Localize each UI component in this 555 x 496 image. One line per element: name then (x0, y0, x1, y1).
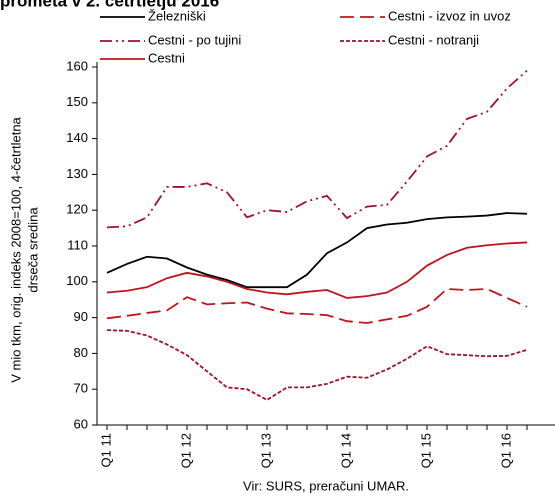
x-tick-label: Q1 14 (338, 433, 353, 468)
y-tick-label: 90 (74, 309, 88, 324)
y-tick-label: 70 (74, 381, 88, 396)
series-line (106, 69, 528, 229)
y-tick-label: 130 (66, 166, 88, 181)
y-axis-label: V mio tkm, orig. indeks 2008=100, 4-četr… (8, 116, 23, 382)
x-tick-label: Q1 13 (258, 433, 273, 468)
y-tick-label: 120 (66, 202, 88, 217)
legend-label: Cestni - izvoz in uvoz (388, 8, 511, 23)
chart-title: prometa v 2. četrtletju 2016 (0, 0, 219, 10)
series-line (106, 329, 528, 401)
y-tick-label: 150 (66, 94, 88, 109)
legend-label: Cestni - po tujini (148, 32, 241, 47)
x-tick-label: Q1 11 (98, 433, 113, 467)
legend-label: Železniški (148, 8, 206, 23)
series-line (106, 288, 528, 324)
source-note: Vir: SURS, preračuni UMAR. (243, 478, 409, 493)
x-tick-label: Q1 12 (178, 433, 193, 468)
x-tick-label: Q1 16 (498, 433, 513, 468)
y-tick-label: 160 (66, 58, 88, 73)
legend-label: Cestni - notranji (388, 32, 479, 47)
y-tick-label: 110 (67, 237, 88, 252)
series-line (106, 212, 528, 289)
series-line (106, 241, 528, 299)
x-tick-label: Q1 15 (418, 433, 433, 468)
y-tick-label: 100 (66, 273, 88, 288)
legend-label: Cestni (148, 50, 185, 65)
y-axis-label: drseča sredina (25, 207, 40, 293)
y-tick-label: 140 (66, 130, 88, 145)
y-tick-label: 60 (74, 416, 88, 431)
y-tick-label: 80 (74, 345, 88, 360)
